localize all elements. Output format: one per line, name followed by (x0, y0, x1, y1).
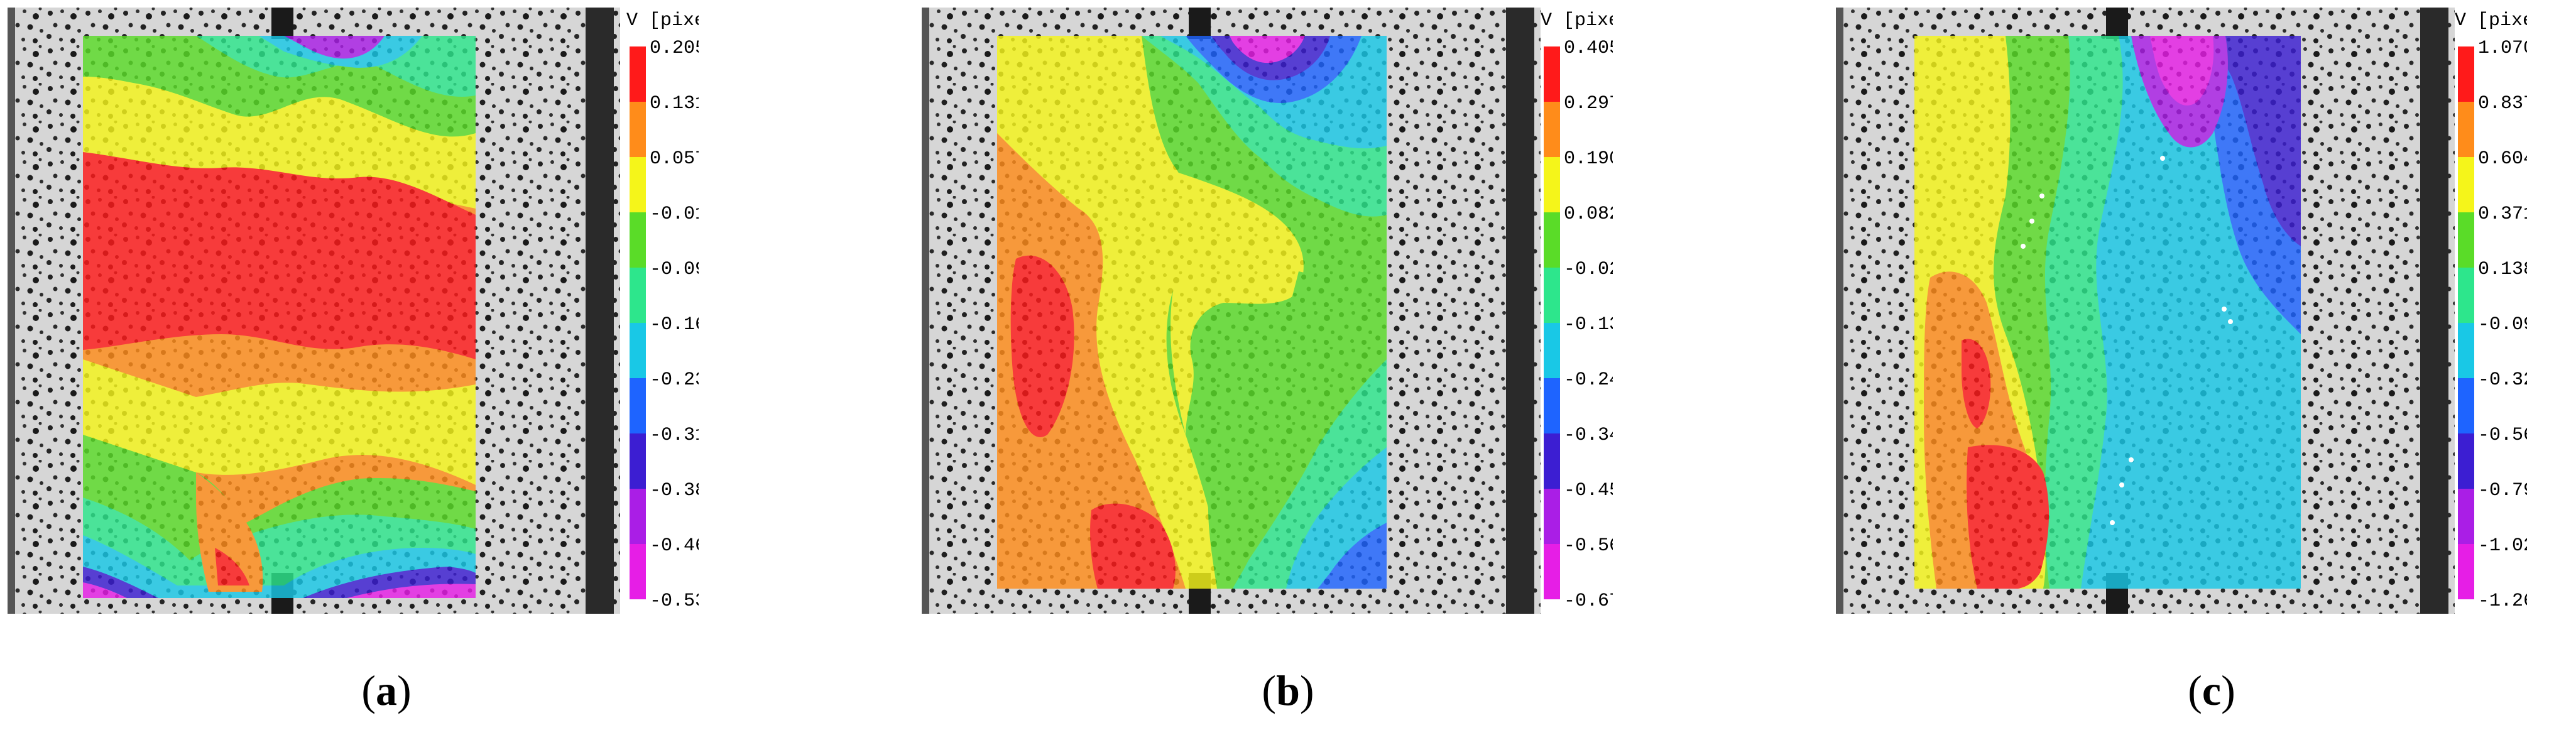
colorbar-title: V [pixel] (626, 10, 699, 31)
colorbar-swatch (2458, 157, 2474, 212)
colorbar-swatch (1544, 433, 1560, 489)
panel-a-figure: V [pixel] 0.2050 0.1310 0.0570 -0.0170 -… (8, 8, 699, 614)
colorbar-c: V [pixel] 1.0700 0.8370 0.6040 0.3710 0.… (2455, 10, 2527, 612)
colorbar-swatch (1544, 46, 1560, 102)
colorbar-swatch (1544, 489, 1560, 544)
colorbar-swatch (630, 212, 646, 268)
colorbar-tick-label: 0.0825 (1564, 204, 1613, 225)
colorbar-tick-label: -0.0250 (1564, 259, 1613, 280)
displacement-contour-map (83, 36, 476, 598)
colorbar-swatch (1544, 268, 1560, 323)
colorbar-tick-label: -0.0170 (650, 204, 699, 225)
specimen-edge-left (1836, 8, 1843, 614)
colorbar-swatch (630, 102, 646, 157)
colorbar-swatch (630, 46, 646, 102)
colorbar-a: V [pixel] 0.2050 0.1310 0.0570 -0.0170 -… (626, 10, 699, 612)
panel-c: V [pixel] 1.0700 0.8370 0.6040 0.3710 0.… (1836, 8, 2527, 636)
colorbar-swatch (2458, 212, 2474, 268)
panel-b-figure: V [pixel] 0.4050 0.2975 0.1900 0.0825 -0… (922, 8, 1613, 614)
grip-right (1506, 8, 1534, 614)
colorbar-swatch (630, 378, 646, 433)
colorbar-tick-label: -0.4610 (650, 535, 699, 557)
panel-b: V [pixel] 0.4050 0.2975 0.1900 0.0825 -0… (922, 8, 1613, 636)
colorbar-tick-label: -0.0910 (650, 259, 699, 280)
colorbar-title: V [pixel] (2455, 10, 2527, 31)
colorbar-swatch (2458, 544, 2474, 599)
colorbar-swatch (1544, 212, 1560, 268)
caption-a: (a) (361, 667, 412, 714)
colorbar-tick-label: -0.1650 (650, 314, 699, 335)
colorbar-tick-label: -0.7940 (2478, 480, 2527, 501)
displacement-contour-map (1914, 36, 2301, 589)
colorbar-tick-label: -1.0270 (2478, 535, 2527, 557)
caption-b: (b) (1262, 667, 1314, 714)
colorbar-tick-label: 0.3710 (2478, 204, 2527, 225)
caption-c: (c) (2188, 667, 2235, 714)
colorbar-tick-label: 0.1310 (650, 93, 699, 114)
colorbar-swatch (630, 544, 646, 599)
panel-a: V [pixel] 0.2050 0.1310 0.0570 -0.0170 -… (8, 8, 699, 636)
panel-c-figure: V [pixel] 1.0700 0.8370 0.6040 0.3710 0.… (1836, 8, 2527, 614)
displacement-contour-map (997, 36, 1387, 589)
colorbar-tick-label: 0.1380 (2478, 259, 2527, 280)
colorbar-swatch (630, 433, 646, 489)
colorbar-swatch (1544, 157, 1560, 212)
colorbar-tick-label: 1.0700 (2478, 38, 2527, 59)
colorbar-swatch (1544, 102, 1560, 157)
colorbar-tick-label: -0.3130 (650, 425, 699, 446)
colorbar-swatch (2458, 46, 2474, 102)
colorbar-swatch (2458, 102, 2474, 157)
colorbar-tick-label: 0.4050 (1564, 38, 1613, 59)
colorbar-tick-label: 0.8370 (2478, 93, 2527, 114)
colorbar-swatch (630, 323, 646, 378)
colorbar-swatch (1544, 544, 1560, 599)
colorbar-tick-label: 0.0570 (650, 148, 699, 170)
colorbar-swatch (2458, 378, 2474, 433)
colorbar-tick-label: -0.2390 (650, 369, 699, 391)
colorbar-tick-label: -0.3280 (2478, 369, 2527, 391)
colorbar-swatch (630, 157, 646, 212)
colorbar-swatch (2458, 268, 2474, 323)
colorbar-swatch (630, 489, 646, 544)
colorbar-tick-label: -0.3870 (650, 480, 699, 501)
colorbar-tick-label: 0.2050 (650, 38, 699, 59)
colorbar-tick-label: 0.1900 (1564, 148, 1613, 170)
colorbar-b: V [pixel] 0.4050 0.2975 0.1900 0.0825 -0… (1541, 10, 1613, 612)
specimen-edge-left (8, 8, 15, 614)
crack-markers (2021, 156, 2233, 525)
grip-left-top (1189, 8, 1211, 39)
colorbar-swatch (2458, 489, 2474, 544)
colorbar-swatch (1544, 378, 1560, 433)
colorbar-tick-label: 0.2975 (1564, 93, 1613, 114)
grip-left-top (2106, 8, 2128, 39)
specimen-edge-left (922, 8, 929, 614)
colorbar-tick-label: -0.5610 (2478, 425, 2527, 446)
grip-left-top (271, 8, 293, 39)
colorbar-tick-label: -0.0950 (2478, 314, 2527, 335)
grip-right (2420, 8, 2448, 614)
colorbar-tick-label: -0.5350 (650, 591, 699, 612)
grip-right (586, 8, 614, 614)
colorbar-tick-label: -0.1325 (1564, 314, 1613, 335)
colorbar-swatch (1544, 323, 1560, 378)
colorbar-swatch (630, 268, 646, 323)
colorbar-tick-label: -0.4550 (1564, 480, 1613, 501)
colorbar-tick-label: -0.5625 (1564, 535, 1613, 557)
colorbar-title: V [pixel] (1541, 10, 1613, 31)
colorbar-swatch (2458, 433, 2474, 489)
colorbar-tick-label: -0.2400 (1564, 369, 1613, 391)
colorbar-swatch (2458, 323, 2474, 378)
colorbar-tick-label: -1.2600 (2478, 591, 2527, 612)
colorbar-tick-label: -0.6700 (1564, 591, 1613, 612)
colorbar-tick-label: -0.3475 (1564, 425, 1613, 446)
colorbar-tick-label: 0.6040 (2478, 148, 2527, 170)
